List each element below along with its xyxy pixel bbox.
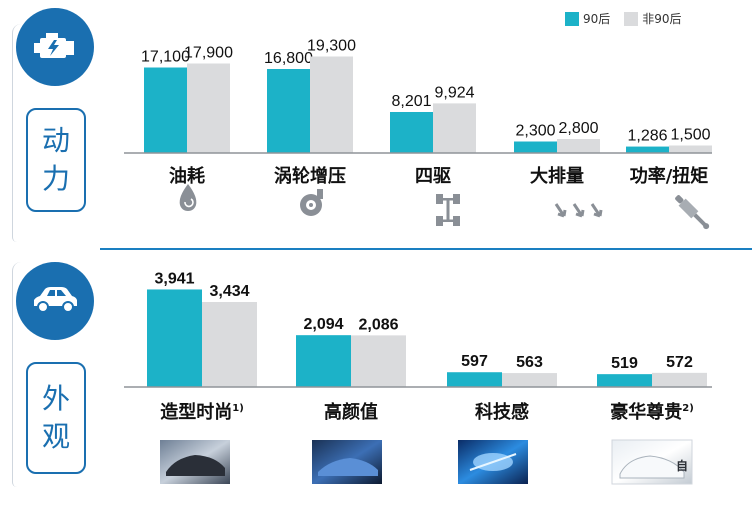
power-title-char-1: 动: [41, 124, 70, 157]
fuel-drop-icon: [179, 184, 197, 211]
bar-90-2-3: [447, 372, 502, 387]
legend-label-non90: 非90后: [642, 12, 682, 26]
value-label-non90-2-3: 563: [516, 354, 543, 371]
category-label-1-2: 涡轮增压: [274, 165, 346, 187]
power-section-label: 动 力: [26, 108, 86, 212]
turbo-icon: [300, 189, 323, 216]
value-label-non90-1-2: 19,300: [307, 38, 356, 55]
bar-non90-2-4: [652, 372, 707, 387]
value-label-90-2-1: 3,941: [154, 270, 194, 287]
power-section-frame: [12, 24, 21, 242]
legend-item-non90: 非90后: [624, 10, 682, 27]
appearance-section-frame: [12, 262, 21, 487]
bar-90-1-4: [514, 141, 557, 153]
power-section-divider: [100, 248, 752, 250]
bar-non90-1-5: [669, 145, 712, 153]
value-label-non90-1-5: 1,500: [670, 127, 710, 144]
category-label-1-1: 油耗: [169, 165, 205, 187]
bar-90-1-5: [626, 146, 669, 153]
bar-90-2-4: [597, 374, 652, 387]
bar-90-2-2: [296, 335, 351, 387]
bar-non90-1-2: [310, 56, 353, 153]
value-label-90-1-2: 16,800: [264, 50, 313, 67]
value-label-90-1-3: 8,201: [391, 93, 431, 110]
blue-coupe-photo: [312, 440, 382, 484]
value-label-non90-2-2: 2,086: [358, 316, 398, 333]
legend-item-90: 90后: [565, 10, 610, 27]
bar-90-1-3: [390, 111, 433, 153]
value-label-90-1-4: 2,300: [515, 123, 555, 140]
appearance-title-char-2: 观: [41, 420, 70, 453]
value-label-90-2-2: 2,094: [303, 316, 343, 333]
bar-non90-2-1: [202, 302, 257, 387]
bar-non90-1-3: [433, 103, 476, 153]
value-label-90-2-3: 597: [461, 353, 488, 370]
bar-non90-2-3: [502, 373, 557, 387]
value-label-non90-1-3: 9,924: [434, 84, 474, 101]
car-icon: [34, 287, 77, 313]
value-label-90-1-1: 17,100: [141, 49, 190, 66]
appearance-section-label: 外 观: [26, 362, 86, 474]
category-footnote-2-4: 2): [682, 403, 694, 414]
category-label-2-2: 高颜值: [324, 401, 378, 423]
sedan-photo-badge: 自: [676, 458, 688, 473]
power-icon-circle: [16, 8, 94, 86]
category-label-1-4: 大排量: [530, 165, 584, 187]
exhaust-arrows-icon: [554, 203, 603, 218]
category-footnote-2-1: 1): [232, 403, 244, 414]
category-label-1-3: 四驱: [415, 166, 451, 187]
value-label-non90-1-4: 2,800: [558, 120, 598, 137]
value-label-non90-1-1: 17,900: [184, 45, 233, 62]
value-label-90-2-4: 519: [611, 355, 638, 372]
legend-label-90: 90后: [583, 12, 611, 26]
bar-non90-1-4: [557, 139, 600, 153]
bar-90-2-1: [147, 289, 202, 387]
bar-90-1-1: [144, 67, 187, 153]
value-label-non90-2-1: 3,434: [209, 283, 249, 300]
value-label-non90-2-4: 572: [666, 354, 693, 371]
shock-absorber-icon: [675, 195, 710, 230]
engine-icon: [34, 33, 74, 58]
drivetrain-icon: [436, 194, 460, 226]
blue-headlight-photo: [458, 440, 528, 484]
category-label-2-1: 造型时尚1): [160, 401, 244, 423]
sports-car-photo: [160, 440, 230, 484]
legend: 90后 非90后: [565, 10, 696, 27]
power-title-char-2: 力: [41, 162, 70, 195]
legend-swatch-90: [565, 11, 579, 26]
category-label-2-4: 豪华尊贵2): [610, 401, 694, 423]
appearance-title-char-1: 外: [41, 382, 70, 415]
white-sedan-photo: 自: [611, 439, 693, 485]
category-label-2-3: 科技感: [475, 401, 529, 423]
appearance-icon-circle: [16, 262, 94, 340]
bar-non90-1-1: [187, 63, 230, 153]
value-label-90-1-5: 1,286: [627, 128, 667, 145]
bar-non90-2-2: [351, 335, 406, 387]
legend-swatch-non90: [624, 11, 639, 26]
bar-90-1-2: [267, 69, 310, 153]
category-label-1-5: 功率/扭矩: [630, 165, 709, 187]
